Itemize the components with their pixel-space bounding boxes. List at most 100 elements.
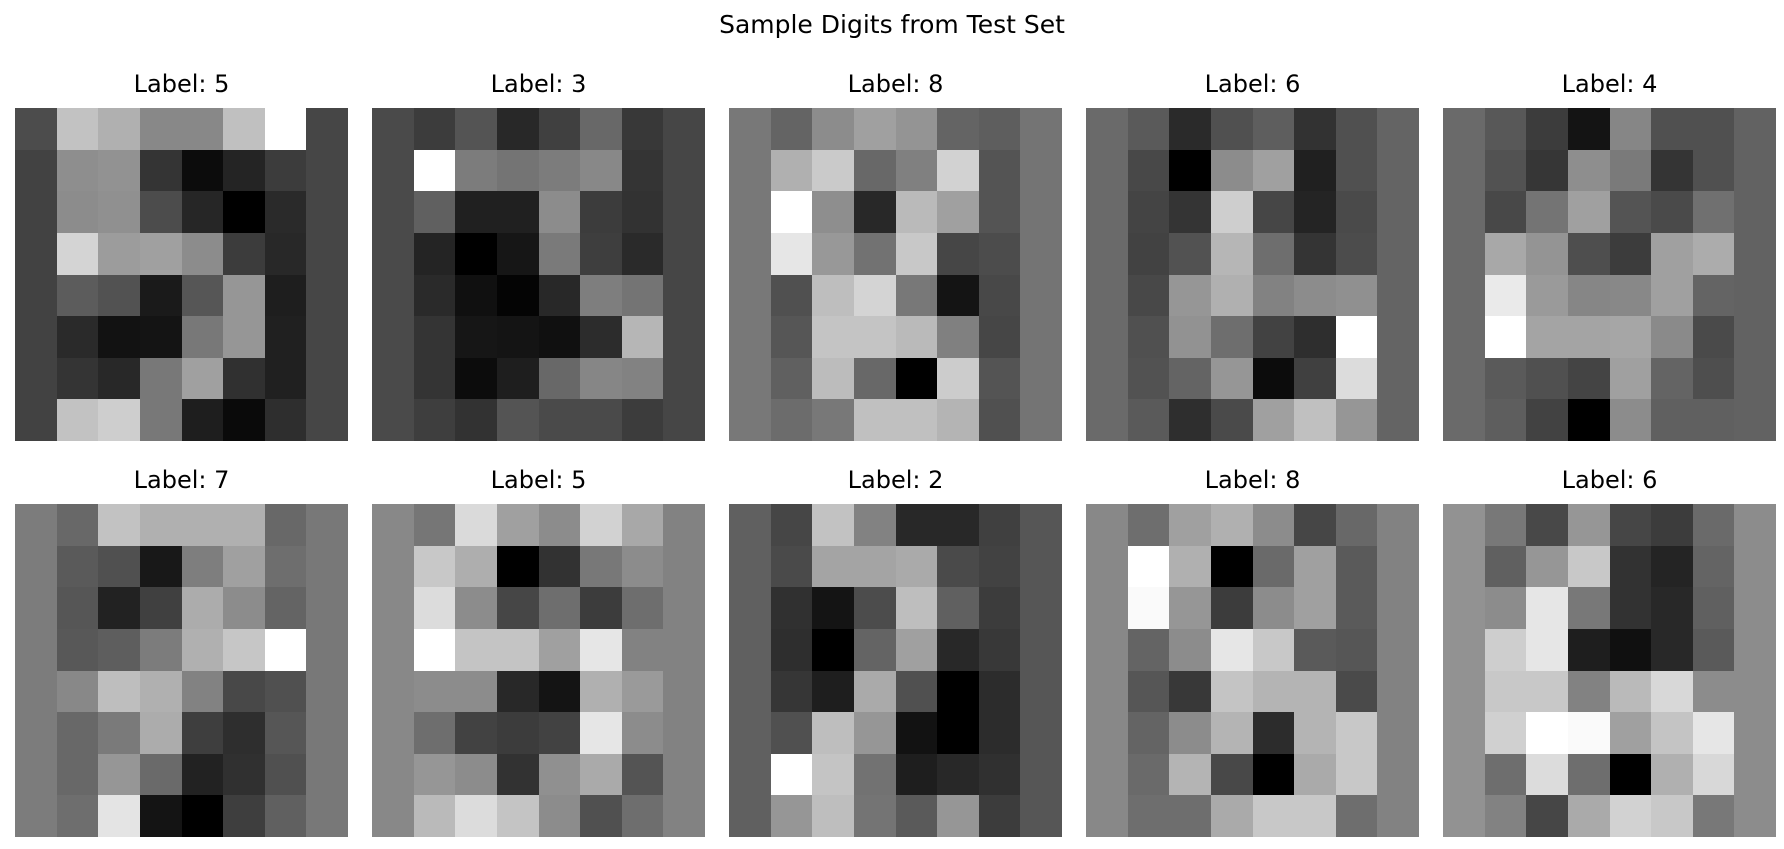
- pixel-cell: [580, 316, 622, 358]
- pixel-cell: [580, 545, 622, 588]
- pixel-cell: [978, 357, 1021, 400]
- pixel-cell: [1526, 149, 1568, 192]
- pixel-cell: [937, 399, 979, 441]
- pixel-cell: [223, 108, 265, 150]
- pixel-cell: [1294, 274, 1336, 317]
- pixel-cell: [372, 628, 414, 671]
- pixel-cell: [895, 149, 938, 192]
- pixel-cell: [729, 149, 771, 192]
- pixel-cell: [413, 399, 456, 441]
- pixel-cell: [1692, 149, 1735, 192]
- pixel-cell: [1086, 587, 1128, 629]
- pixel-cell: [770, 316, 813, 358]
- pixel-cell: [1020, 712, 1062, 754]
- pixel-cell: [455, 357, 497, 400]
- digit-panel: Label: 6: [1086, 68, 1419, 441]
- pixel-cell: [1734, 670, 1776, 713]
- panel-title: Label: 2: [847, 466, 944, 494]
- pixel-cell: [413, 795, 456, 837]
- pixel-cell: [978, 795, 1021, 837]
- pixel-cell: [15, 274, 57, 317]
- pixel-cell: [1651, 753, 1693, 796]
- pixel-cell: [1210, 670, 1253, 713]
- pixel-cell: [496, 628, 539, 671]
- pixel-cell: [1127, 316, 1170, 358]
- pixel-cell: [413, 108, 456, 150]
- pixel-cell: [1127, 191, 1170, 233]
- pixel-cell: [139, 316, 182, 358]
- pixel-cell: [580, 795, 622, 837]
- pixel-cell: [1335, 712, 1378, 754]
- pixel-cell: [1734, 712, 1776, 754]
- pixel-cell: [15, 399, 57, 441]
- pixel-cell: [372, 753, 414, 796]
- pixel-cell: [621, 149, 664, 192]
- pixel-cell: [1484, 545, 1527, 588]
- pixel-cell: [56, 232, 99, 275]
- pixel-cell: [853, 232, 896, 275]
- pixel-cell: [1294, 232, 1336, 275]
- pixel-cell: [1210, 274, 1253, 317]
- pixel-cell: [1484, 628, 1527, 671]
- pixel-cell: [1294, 670, 1336, 713]
- pixel-cell: [1609, 399, 1652, 441]
- digit-image: [372, 108, 705, 441]
- pixel-cell: [139, 504, 182, 546]
- pixel-cell: [455, 191, 497, 233]
- pixel-cell: [895, 504, 938, 546]
- pixel-cell: [1692, 587, 1735, 629]
- pixel-cell: [1567, 191, 1610, 233]
- pixel-cell: [1567, 316, 1610, 358]
- pixel-cell: [1020, 316, 1062, 358]
- pixel-cell: [413, 232, 456, 275]
- pixel-cell: [1484, 399, 1527, 441]
- pixel-cell: [1210, 795, 1253, 837]
- pixel-cell: [15, 712, 57, 754]
- pixel-cell: [223, 545, 265, 588]
- pixel-cell: [853, 274, 896, 317]
- pixel-cell: [181, 545, 224, 588]
- pixel-cell: [1020, 504, 1062, 546]
- pixel-cell: [98, 670, 140, 713]
- pixel-cell: [1294, 316, 1336, 358]
- pixel-cell: [1609, 712, 1652, 754]
- pixel-cell: [15, 357, 57, 400]
- pixel-cell: [264, 274, 307, 317]
- pixel-cell: [895, 357, 938, 400]
- pixel-cell: [729, 399, 771, 441]
- pixel-cell: [729, 232, 771, 275]
- pixel-cell: [264, 316, 307, 358]
- pixel-cell: [1377, 712, 1419, 754]
- pixel-cell: [853, 504, 896, 546]
- pixel-cell: [729, 108, 771, 150]
- pixel-cell: [895, 712, 938, 754]
- pixel-cell: [978, 149, 1021, 192]
- pixel-cell: [621, 191, 664, 233]
- pixel-cell: [1609, 628, 1652, 671]
- pixel-cell: [56, 191, 99, 233]
- pixel-cell: [978, 316, 1021, 358]
- pixel-cell: [621, 712, 664, 754]
- pixel-cell: [1127, 545, 1170, 588]
- pixel-cell: [1567, 108, 1610, 150]
- pixel-cell: [1252, 628, 1295, 671]
- pixel-cell: [1692, 357, 1735, 400]
- pixel-cell: [895, 108, 938, 150]
- pixel-cell: [1692, 545, 1735, 588]
- pixel-cell: [1210, 316, 1253, 358]
- pixel-cell: [1335, 316, 1378, 358]
- pixel-cell: [264, 149, 307, 192]
- pixel-cell: [1609, 670, 1652, 713]
- pixel-cell: [937, 504, 979, 546]
- pixel-cell: [15, 587, 57, 629]
- pixel-cell: [853, 399, 896, 441]
- pixel-cell: [937, 108, 979, 150]
- pixel-cell: [1567, 274, 1610, 317]
- pixel-cell: [1692, 274, 1735, 317]
- pixel-cell: [455, 628, 497, 671]
- pixel-cell: [223, 399, 265, 441]
- pixel-cell: [98, 587, 140, 629]
- pixel-cell: [181, 670, 224, 713]
- pixel-cell: [306, 504, 348, 546]
- pixel-cell: [264, 670, 307, 713]
